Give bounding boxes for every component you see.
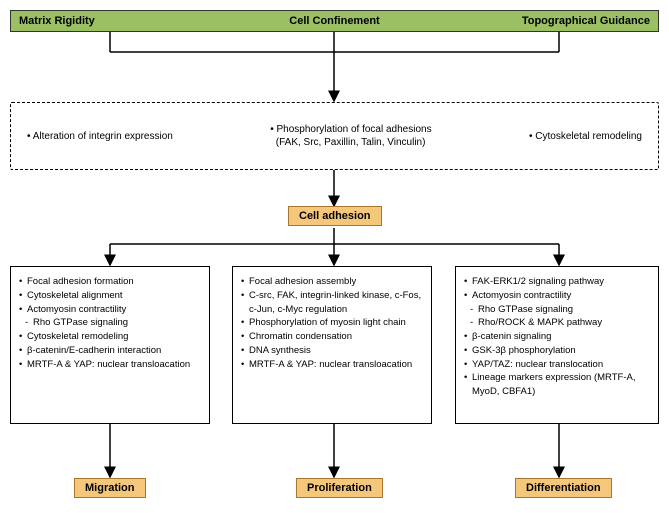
badge-label: Differentiation [526, 482, 601, 494]
list-item: β-catenin/E-cadherin interaction [19, 344, 201, 358]
list-item: Focal adhesion assembly [241, 275, 423, 289]
list-item: Rho GTPase signaling [19, 316, 201, 330]
top-label: Cell Confinement [289, 15, 379, 27]
text: Phosphorylation of focal adhesions [276, 124, 431, 135]
list-item: Focal adhesion formation [19, 275, 201, 289]
list: Focal adhesion formationCytoskeletal ali… [19, 275, 201, 371]
list-item: C-src, FAK, integrin-linked kinase, c-Fo… [241, 289, 423, 317]
top-label: Topographical Guidance [522, 15, 650, 27]
top-matrix-rigidity: Matrix Rigidity [11, 11, 229, 31]
mech-cytoskeletal: • Cytoskeletal remodeling [529, 131, 642, 142]
list-item: Lineage markers expression (MRTF-A, MyoD… [464, 371, 650, 399]
migration-badge: Migration [74, 478, 146, 498]
connector-lines [10, 10, 659, 503]
intermediate-mechanisms-box: • Alteration of integrin expression • Ph… [10, 102, 659, 170]
badge-label: Cell adhesion [299, 210, 371, 222]
list-item: MRTF-A & YAP: nuclear transloacation [19, 358, 201, 372]
list-item: Cytoskeletal alignment [19, 289, 201, 303]
differentiation-pathways-box: FAK-ERK1/2 signaling pathwayActomyosin c… [455, 266, 659, 424]
badge-label: Proliferation [307, 482, 372, 494]
differentiation-badge: Differentiation [515, 478, 612, 498]
list-item: YAP/TAZ: nuclear translocation [464, 358, 650, 372]
list-item: Chromatin condensation [241, 330, 423, 344]
proliferation-badge: Proliferation [296, 478, 383, 498]
text: Alteration of integrin expression [33, 131, 173, 142]
list-item: DNA synthesis [241, 344, 423, 358]
list-item: Phosphorylation of myosin light chain [241, 316, 423, 330]
list-item: GSK-3β phosphorylation [464, 344, 650, 358]
list-item: MRTF-A & YAP: nuclear transloacation [241, 358, 423, 372]
proliferation-pathways-box: Focal adhesion assemblyC-src, FAK, integ… [232, 266, 432, 424]
top-cell-confinement: Cell Confinement [229, 11, 439, 31]
list: FAK-ERK1/2 signaling pathwayActomyosin c… [464, 275, 650, 399]
flow-diagram: Matrix Rigidity Cell Confinement Topogra… [10, 10, 659, 503]
top-label: Matrix Rigidity [19, 15, 95, 27]
migration-pathways-box: Focal adhesion formationCytoskeletal ali… [10, 266, 210, 424]
mech-integrin: • Alteration of integrin expression [27, 131, 173, 142]
list: Focal adhesion assemblyC-src, FAK, integ… [241, 275, 423, 371]
list-item: Rho GTPase signaling [464, 303, 650, 317]
badge-label: Migration [85, 482, 135, 494]
text: Cytoskeletal remodeling [535, 131, 642, 142]
top-topographical-guidance: Topographical Guidance [440, 11, 658, 31]
list-item: Actomyosin contractility [464, 289, 650, 303]
list-item: FAK-ERK1/2 signaling pathway [464, 275, 650, 289]
list-item: Actomyosin contractility [19, 303, 201, 317]
list-item: Cytoskeletal remodeling [19, 330, 201, 344]
top-inputs-bar: Matrix Rigidity Cell Confinement Topogra… [10, 10, 659, 32]
mech-phosphorylation: • Phosphorylation of focal adhesions (FA… [270, 123, 431, 149]
list-item: Rho/ROCK & MAPK pathway [464, 316, 650, 330]
text: (FAK, Src, Paxillin, Talin, Vinculin) [276, 137, 426, 148]
list-item: β-catenin signaling [464, 330, 650, 344]
cell-adhesion-badge: Cell adhesion [288, 206, 382, 226]
